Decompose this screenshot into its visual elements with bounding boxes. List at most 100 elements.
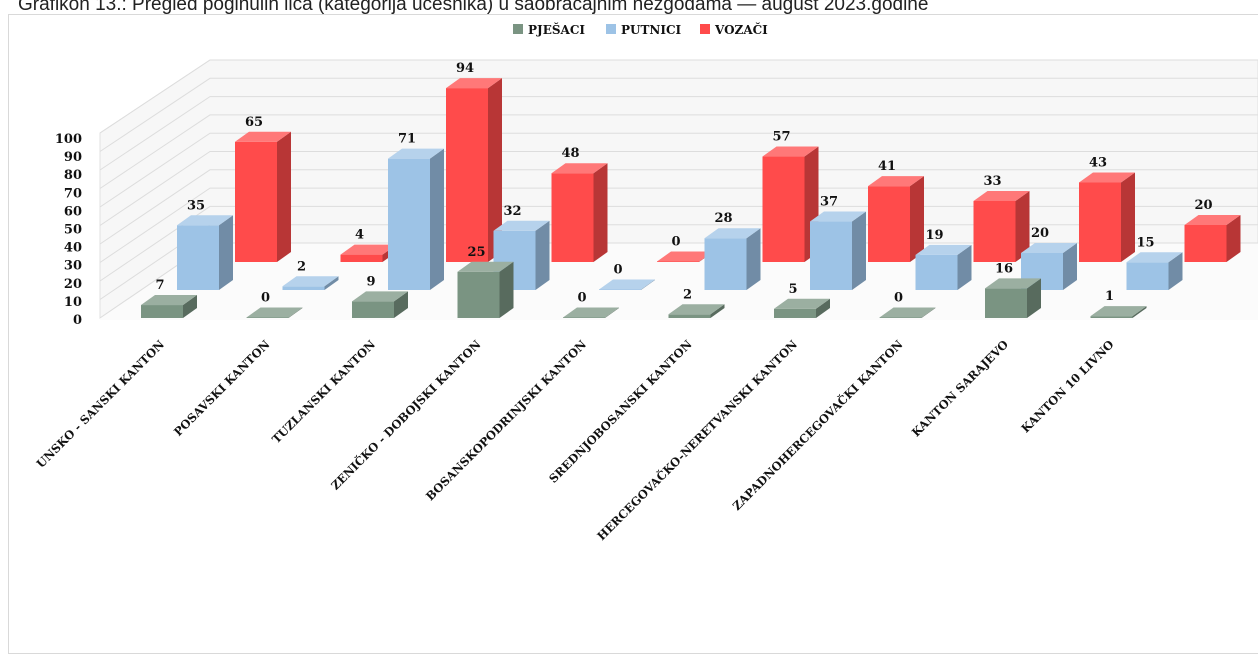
category-label: UNSKO - SANSKI KANTON — [34, 337, 168, 471]
legend: PJEŠACI PUTNICI VOZAČI — [513, 21, 768, 37]
bar-side — [488, 78, 502, 262]
bar-front — [352, 301, 394, 318]
bar-side — [1015, 190, 1030, 262]
gridline — [99, 114, 1258, 189]
legend-swatch — [700, 24, 710, 34]
data-label: 15 — [1136, 235, 1154, 250]
bar-top — [1079, 172, 1135, 183]
data-label: 1 — [1105, 289, 1114, 304]
bar-front — [340, 254, 383, 262]
bar-front — [141, 305, 183, 318]
gridline — [99, 59, 1258, 134]
data-label: 48 — [561, 146, 579, 161]
bar-top — [915, 244, 972, 255]
data-label: 37 — [820, 195, 838, 210]
data-label: 33 — [983, 174, 1001, 189]
bar-pješaci — [141, 295, 197, 318]
bar-front — [235, 141, 277, 262]
category-label: HERCEGOVAČKO-NERETVANSKI KANTON — [594, 337, 800, 543]
bar-side — [1063, 243, 1077, 290]
bar-putnici — [915, 244, 972, 290]
legend-label: VOZAČI — [714, 21, 768, 37]
chart-caption: Grafikon 13.: Pregled poginulih lica (ka… — [18, 0, 929, 15]
bar-vozači — [235, 131, 291, 262]
bar-top — [1126, 252, 1183, 263]
category-labels: UNSKO - SANSKI KANTON POSAVSKI KANTONTUZL… — [34, 337, 1117, 543]
bar-side — [816, 298, 830, 318]
bar-top — [388, 148, 444, 159]
y-tick-label: 60 — [64, 204, 82, 219]
legend-item: PJEŠACI — [513, 21, 585, 37]
bar-front — [879, 317, 922, 318]
bar-side — [921, 307, 936, 318]
legend-item: VOZAČI — [700, 21, 768, 37]
category-label: KANTON 10 LIVNO — [1018, 337, 1116, 435]
bar-vozači — [446, 78, 502, 262]
data-label: 19 — [925, 228, 943, 243]
bar-top — [1090, 306, 1147, 317]
data-label: 0 — [577, 291, 586, 306]
bar-front — [177, 225, 219, 290]
bar-side — [183, 295, 197, 318]
bar-side — [710, 304, 725, 318]
bar-vozači — [973, 190, 1030, 262]
data-label: 0 — [613, 263, 622, 278]
chart-bars — [141, 78, 1241, 318]
gridline — [99, 151, 1258, 226]
y-tick-label: 20 — [64, 277, 82, 292]
bar-pješaci — [668, 304, 725, 318]
bar-front — [985, 288, 1027, 318]
bar-side — [746, 228, 761, 290]
bar-side — [1226, 215, 1241, 262]
bar-front — [599, 289, 641, 290]
bar-side — [605, 307, 619, 318]
bar-front — [915, 254, 958, 290]
bar-vozači — [1079, 172, 1135, 262]
y-tick-label: 90 — [64, 150, 82, 165]
bar-side — [1168, 252, 1183, 290]
bar-pješaci — [563, 307, 619, 318]
category-label: ZAPADNOHERCEGOVAČKI KANTON — [730, 337, 906, 513]
data-label: 32 — [503, 204, 521, 219]
bar-side — [324, 276, 339, 290]
data-label: 0 — [261, 291, 270, 306]
bar-top — [668, 304, 725, 315]
bar-putnici — [704, 228, 761, 290]
bar-side — [852, 211, 866, 290]
data-label: 16 — [995, 261, 1013, 276]
bar-putnici — [810, 211, 866, 290]
bar-top — [774, 298, 830, 309]
data-label: 43 — [1089, 155, 1107, 170]
bar-side — [394, 291, 408, 318]
category-label: KANTON SARAJEVO — [909, 337, 1011, 439]
bar-top — [879, 307, 936, 318]
data-label: 7 — [155, 278, 164, 293]
y-tick-label: 80 — [64, 168, 82, 183]
bar-side — [593, 163, 608, 262]
bar-side — [1132, 306, 1147, 318]
bar-putnici — [1126, 252, 1183, 290]
bar-front — [446, 88, 488, 262]
bar-putnici — [493, 220, 550, 290]
data-label: 57 — [772, 130, 790, 145]
bar-top — [762, 146, 819, 157]
legend-item: PUTNICI — [606, 23, 682, 37]
bar-top — [810, 211, 866, 222]
data-label: 9 — [366, 274, 375, 289]
data-label: 41 — [878, 159, 896, 174]
y-tick-label: 40 — [64, 241, 82, 256]
bar-front — [457, 271, 500, 318]
data-label: 71 — [398, 132, 416, 147]
data-label: 94 — [456, 61, 474, 76]
bar-front — [1090, 316, 1133, 318]
bar-top — [551, 163, 608, 174]
bar-top — [493, 220, 550, 231]
data-label: 0 — [894, 291, 903, 306]
legend-label: PUTNICI — [621, 23, 682, 37]
y-tick-label: 10 — [64, 295, 82, 310]
bar-putnici — [282, 276, 339, 290]
bar-side — [1121, 172, 1135, 262]
bar-top — [246, 307, 303, 318]
bar-top — [1184, 215, 1241, 225]
bar-front — [1126, 262, 1169, 290]
